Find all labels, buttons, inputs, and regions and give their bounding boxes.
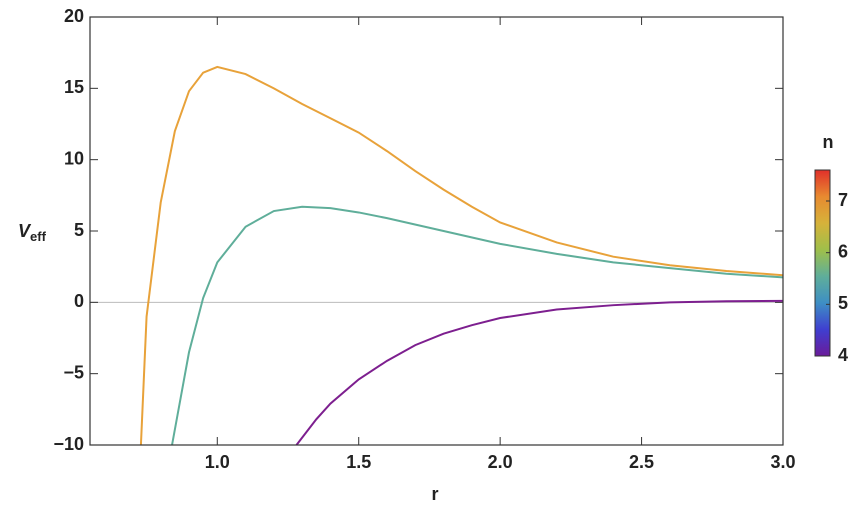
colorbar-label: n — [823, 132, 834, 152]
x-tick-label: 1.0 — [205, 452, 230, 472]
y-tick-label: 5 — [74, 220, 84, 240]
y-tick-label: 0 — [74, 291, 84, 311]
y-tick-label: 10 — [64, 148, 84, 168]
x-tick-label: 1.5 — [346, 452, 371, 472]
colorbar-tick-label: 6 — [838, 241, 848, 261]
y-axis-label-main: V — [18, 221, 32, 241]
colorbar-tick-label: 4 — [838, 345, 848, 365]
colorbar-tick-label: 7 — [838, 190, 848, 210]
series-line — [295, 299, 783, 445]
x-tick-label: 2.0 — [488, 452, 513, 472]
y-tick-label: −10 — [53, 434, 84, 454]
x-axis-label: r — [431, 484, 438, 504]
x-tick-label: 2.5 — [629, 452, 654, 472]
colorbar — [814, 169, 831, 357]
series-line — [171, 205, 783, 445]
colorbar-tick-label: 5 — [838, 293, 848, 313]
x-tick-label: 3.0 — [770, 452, 795, 472]
series-line — [139, 65, 783, 445]
y-tick-label: 15 — [64, 77, 84, 97]
y-tick-label: −5 — [63, 362, 84, 382]
plot-frame — [89, 16, 784, 446]
y-tick-label: 20 — [64, 6, 84, 26]
y-axis-label-subscript: eff — [30, 229, 47, 244]
y-axis-label: Veff — [18, 221, 47, 245]
